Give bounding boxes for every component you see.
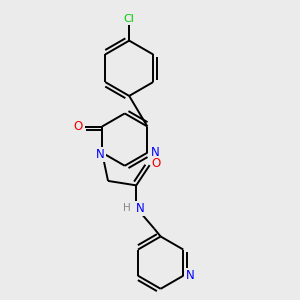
Text: N: N <box>136 202 145 215</box>
Text: O: O <box>74 120 83 133</box>
Text: H: H <box>123 203 130 213</box>
Text: O: O <box>152 157 161 170</box>
Text: N: N <box>96 148 105 161</box>
Text: Cl: Cl <box>124 14 135 24</box>
Text: N: N <box>186 269 195 282</box>
Text: N: N <box>151 146 160 159</box>
